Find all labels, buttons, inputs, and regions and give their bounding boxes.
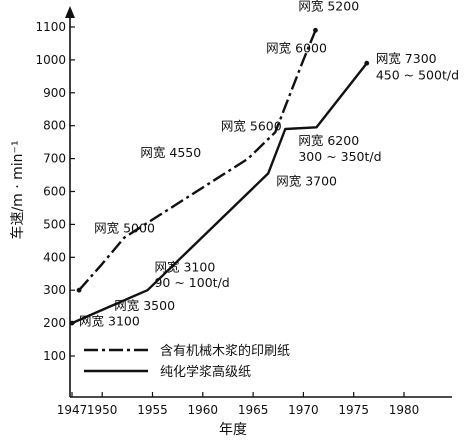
x-tick-label: 1980 bbox=[389, 403, 420, 417]
legend-label-1: 含有机械木浆的印刷纸 bbox=[160, 343, 290, 359]
annotation-label: 450 ~ 500t/d bbox=[376, 68, 459, 83]
series-1-point bbox=[313, 27, 318, 33]
annotation-label: 网宽 5000 bbox=[94, 221, 155, 236]
x-tick-label: 1955 bbox=[137, 403, 168, 417]
y-tick-label: 1100 bbox=[35, 20, 66, 34]
y-tick-label: 800 bbox=[43, 119, 66, 133]
x-tick-label: 1947 bbox=[57, 403, 88, 417]
y-tick-label: 200 bbox=[43, 316, 66, 330]
y-tick-label: 300 bbox=[43, 283, 66, 297]
x-tick-label: 1960 bbox=[188, 403, 219, 417]
y-tick-label: 1000 bbox=[35, 53, 66, 67]
legend-label-2: 纯化学浆高级纸 bbox=[160, 364, 251, 380]
annotation-label: 网宽 3100 bbox=[79, 314, 140, 329]
series-1-point bbox=[76, 287, 82, 293]
y-tick-label: 400 bbox=[43, 250, 66, 264]
annotation-label: 网宽 3100 bbox=[154, 259, 215, 274]
x-tick-label: 1970 bbox=[288, 403, 319, 417]
series-line-2 bbox=[71, 62, 368, 325]
annotation-label: 网宽 5600 bbox=[221, 119, 282, 134]
annotation-label: 网宽 6000 bbox=[266, 41, 327, 56]
annotation-label: 网宽 5200 bbox=[298, 0, 359, 14]
y-tick-label: 100 bbox=[43, 349, 66, 363]
series-line-1 bbox=[78, 29, 317, 291]
annotation-label: 网宽 6200 bbox=[298, 133, 359, 148]
annotation-label: 网宽 3500 bbox=[114, 298, 175, 313]
x-axis-title: 年度 bbox=[219, 422, 247, 438]
annotation-label: 90 ~ 100t/d bbox=[154, 275, 229, 290]
y-axis-title: 车速/m · min⁻¹ bbox=[9, 140, 26, 239]
y-tick-label: 500 bbox=[43, 217, 66, 231]
x-tick-label: 1975 bbox=[338, 403, 369, 417]
annotation-label: 网宽 7300 bbox=[376, 51, 437, 66]
y-tick-label: 700 bbox=[43, 152, 66, 166]
y-tick-label: 900 bbox=[43, 86, 66, 100]
annotation-label: 网宽 3700 bbox=[276, 174, 337, 189]
y-tick-label: 600 bbox=[43, 185, 66, 199]
series-2-point bbox=[69, 320, 75, 326]
y-axis-arrow bbox=[65, 6, 75, 18]
x-tick-label: 1965 bbox=[238, 403, 269, 417]
x-tick-label: 1950 bbox=[87, 403, 118, 417]
annotation-label: 网宽 4550 bbox=[140, 145, 201, 160]
annotation-label: 300 ~ 350t/d bbox=[298, 149, 381, 164]
series-2-point bbox=[364, 60, 370, 66]
